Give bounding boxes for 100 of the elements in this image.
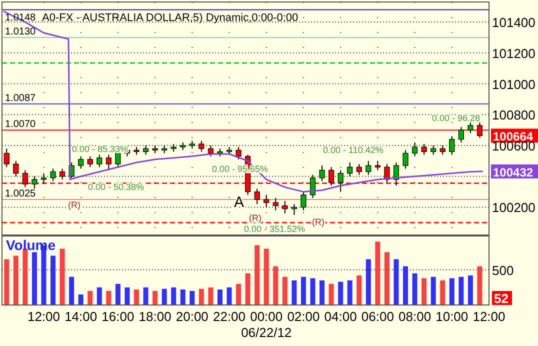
candlestick bbox=[412, 142, 418, 157]
bar bbox=[282, 276, 288, 305]
candlestick bbox=[338, 170, 344, 192]
bar bbox=[134, 290, 140, 305]
candlestick bbox=[291, 204, 297, 216]
annotation: 1.0130 bbox=[5, 26, 36, 38]
candlestick bbox=[402, 150, 408, 170]
candlestick bbox=[449, 136, 455, 156]
y-tick-label: 100800 bbox=[492, 108, 536, 123]
bar bbox=[115, 284, 120, 305]
x-tick-label: 14:00 bbox=[64, 309, 98, 324]
bar bbox=[356, 275, 362, 305]
candlestick bbox=[198, 140, 204, 152]
candlestick bbox=[22, 170, 28, 188]
annotation: 1.0087 bbox=[5, 92, 36, 104]
candlestick bbox=[310, 174, 316, 198]
annotation: (R) bbox=[249, 213, 262, 223]
bar bbox=[106, 290, 112, 305]
x-tick-label: 16:00 bbox=[102, 309, 134, 324]
bar bbox=[366, 259, 371, 305]
bar bbox=[152, 290, 158, 305]
candlestick bbox=[282, 200, 288, 214]
candlestick bbox=[430, 145, 436, 156]
bar bbox=[347, 280, 352, 305]
x-tick-label: 18:00 bbox=[138, 309, 172, 324]
annotation: 0.00 - 50.38% bbox=[88, 182, 144, 192]
bar bbox=[4, 259, 10, 305]
bar bbox=[328, 284, 334, 305]
bar bbox=[422, 278, 427, 305]
candlestick bbox=[440, 145, 446, 156]
bar bbox=[13, 256, 18, 305]
bar bbox=[88, 290, 93, 305]
y-tick-label: 101200 bbox=[492, 46, 536, 61]
candlestick bbox=[300, 191, 306, 211]
bar bbox=[171, 287, 176, 305]
x-tick-label: 12:00 bbox=[472, 309, 506, 324]
bar bbox=[96, 287, 102, 305]
candlestick bbox=[59, 168, 66, 180]
bar bbox=[440, 280, 446, 305]
bar bbox=[60, 248, 65, 305]
bar bbox=[162, 288, 167, 305]
bar bbox=[124, 287, 130, 305]
bar bbox=[292, 280, 297, 305]
bar bbox=[217, 290, 222, 305]
candlestick bbox=[384, 164, 390, 184]
bar bbox=[468, 275, 473, 305]
bar bbox=[310, 278, 316, 305]
bar bbox=[458, 276, 464, 305]
x-tick-label: 12:00 bbox=[27, 309, 60, 324]
annotation: 0.00 - 96.28 bbox=[432, 113, 480, 123]
bar bbox=[190, 290, 195, 305]
candlestick bbox=[50, 168, 56, 182]
bar bbox=[264, 248, 269, 305]
annotation: 1.0025 bbox=[5, 188, 36, 200]
x-tick-label: 10:00 bbox=[436, 309, 468, 324]
bar bbox=[254, 245, 260, 305]
candlestick bbox=[421, 143, 427, 156]
candlestick bbox=[208, 145, 214, 157]
candlestick bbox=[4, 148, 10, 168]
y-tick-label: 101400 bbox=[492, 15, 536, 30]
candlestick bbox=[32, 176, 38, 190]
x-tick-label: 08:00 bbox=[398, 309, 432, 324]
bar bbox=[430, 276, 436, 305]
candlestick bbox=[264, 194, 270, 208]
candlestick bbox=[366, 160, 372, 176]
candlestick bbox=[142, 145, 149, 156]
bar bbox=[180, 290, 186, 305]
candlestick bbox=[458, 126, 464, 143]
bar bbox=[198, 288, 204, 305]
candlestick bbox=[236, 146, 242, 160]
bar bbox=[403, 266, 408, 305]
bar bbox=[338, 282, 344, 305]
annotation: 100432 bbox=[493, 165, 534, 180]
candlestick bbox=[272, 197, 278, 211]
bar bbox=[477, 266, 482, 305]
bar bbox=[320, 280, 325, 305]
x-tick-label: 20:00 bbox=[176, 309, 208, 324]
candlestick bbox=[347, 162, 353, 177]
bar bbox=[208, 287, 214, 305]
y-tick-label: 100200 bbox=[492, 200, 536, 216]
candlestick bbox=[87, 156, 93, 168]
candlestick bbox=[78, 156, 84, 170]
x-tick-label: 04:00 bbox=[324, 309, 357, 324]
candlestick bbox=[40, 172, 47, 185]
y-tick-label: 101000 bbox=[492, 76, 536, 92]
candlestick bbox=[356, 164, 362, 176]
bar bbox=[384, 252, 390, 305]
candlestick bbox=[13, 160, 19, 177]
candlestick bbox=[374, 160, 380, 171]
bar bbox=[226, 287, 232, 305]
candlestick bbox=[254, 188, 260, 205]
candlestick bbox=[106, 154, 112, 171]
x-tick-label: 02:00 bbox=[287, 309, 320, 324]
bar bbox=[236, 284, 242, 305]
bar bbox=[449, 278, 454, 305]
candlestick bbox=[328, 166, 334, 186]
bar bbox=[375, 242, 380, 305]
annotation: 0.00 - 110.42% bbox=[323, 145, 384, 155]
bar bbox=[22, 248, 28, 305]
bar bbox=[273, 266, 278, 305]
